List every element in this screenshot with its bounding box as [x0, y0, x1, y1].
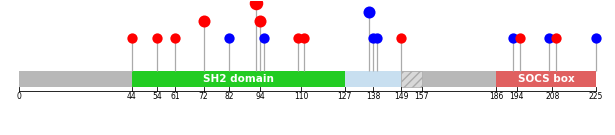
Point [364, 11, 374, 13]
Text: 138: 138 [366, 92, 380, 101]
Point [300, 37, 309, 39]
Point [293, 37, 303, 39]
Text: 72: 72 [199, 92, 208, 101]
Point [544, 37, 554, 39]
Text: SH2 domain: SH2 domain [203, 74, 274, 84]
Text: 94: 94 [255, 92, 265, 101]
Text: 208: 208 [546, 92, 560, 101]
Point [509, 37, 518, 39]
Point [396, 37, 406, 39]
Text: 127: 127 [338, 92, 352, 101]
Bar [496, 71, 596, 87]
Point [224, 37, 234, 39]
Text: 186: 186 [489, 92, 503, 101]
Point [259, 37, 269, 39]
Text: 157: 157 [415, 92, 429, 101]
Text: 225: 225 [589, 92, 603, 101]
Bar [401, 71, 422, 87]
Point [153, 37, 162, 39]
Bar [19, 71, 596, 87]
Point [550, 37, 560, 39]
Bar [344, 71, 401, 87]
Text: 61: 61 [170, 92, 180, 101]
Text: 149: 149 [394, 92, 408, 101]
Text: 54: 54 [153, 92, 162, 101]
Point [252, 2, 261, 4]
Point [255, 20, 265, 22]
Text: 0: 0 [17, 92, 22, 101]
Text: 194: 194 [509, 92, 524, 101]
Point [515, 37, 525, 39]
Point [372, 37, 382, 39]
Text: 44: 44 [127, 92, 137, 101]
Bar [132, 71, 344, 87]
Point [170, 37, 180, 39]
Point [199, 20, 208, 22]
Point [591, 37, 601, 39]
Text: 110: 110 [294, 92, 308, 101]
Text: 82: 82 [224, 92, 234, 101]
Text: SOCS box: SOCS box [518, 74, 574, 84]
Point [368, 37, 378, 39]
Point [127, 37, 137, 39]
